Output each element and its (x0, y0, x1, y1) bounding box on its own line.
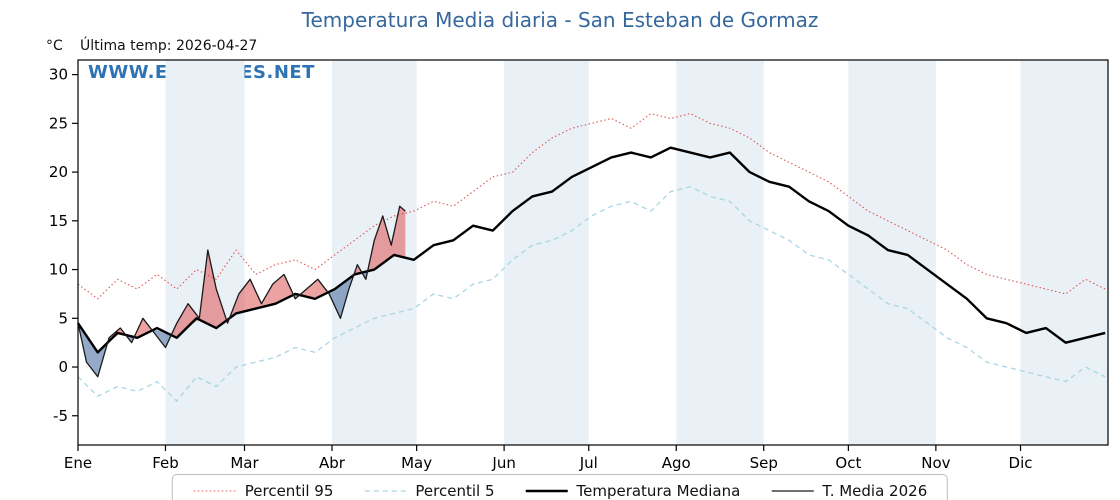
legend-label: Temperatura Mediana (576, 482, 741, 500)
legend-swatch-1 (364, 490, 407, 492)
legend-label: Percentil 5 (415, 482, 495, 500)
legend-swatch-3 (771, 490, 814, 492)
svg-text:10: 10 (49, 261, 68, 279)
svg-text:25: 25 (49, 114, 68, 132)
legend-label: T. Media 2026 (822, 482, 928, 500)
legend-swatch-2 (525, 489, 568, 493)
svg-text:Nov: Nov (921, 454, 950, 472)
svg-text:-5: -5 (53, 407, 68, 425)
svg-text:30: 30 (49, 66, 68, 84)
legend-item-mediana: Temperatura Mediana (524, 482, 740, 500)
chart-legend: Percentil 95 Percentil 5 Temperatura Med… (171, 474, 949, 500)
svg-text:20: 20 (49, 163, 68, 181)
legend-item-media-2026: T. Media 2026 (770, 482, 927, 500)
svg-text:5: 5 (58, 309, 68, 327)
legend-item-percentil-5: Percentil 5 (363, 482, 494, 500)
svg-text:May: May (401, 454, 432, 472)
svg-text:0: 0 (58, 358, 68, 376)
svg-text:Ene: Ene (64, 454, 92, 472)
y-axis-unit-label: °C (46, 38, 63, 54)
legend-item-percentil-95: Percentil 95 (193, 482, 334, 500)
svg-text:Oct: Oct (835, 454, 861, 472)
svg-text:Abr: Abr (319, 454, 346, 472)
svg-text:Mar: Mar (230, 454, 259, 472)
svg-text:Feb: Feb (152, 454, 179, 472)
svg-text:15: 15 (49, 212, 68, 230)
svg-text:Ago: Ago (662, 454, 691, 472)
svg-text:Jul: Jul (579, 454, 598, 472)
svg-text:Jun: Jun (491, 454, 515, 472)
legend-swatch-0 (193, 490, 236, 492)
svg-text:Sep: Sep (750, 454, 778, 472)
temperature-chart: -5 0 5 10 15 20 25 30 Ene Feb Mar Abr May Jun Jul Ago Se… (49, 59, 1109, 472)
legend-label: Percentil 95 (244, 482, 334, 500)
last-temp-label: Última temp: 2026-04-27 (80, 38, 258, 54)
chart-title: Temperatura Media diaria - San Esteban d… (301, 8, 819, 32)
svg-text:Dic: Dic (1009, 454, 1033, 472)
